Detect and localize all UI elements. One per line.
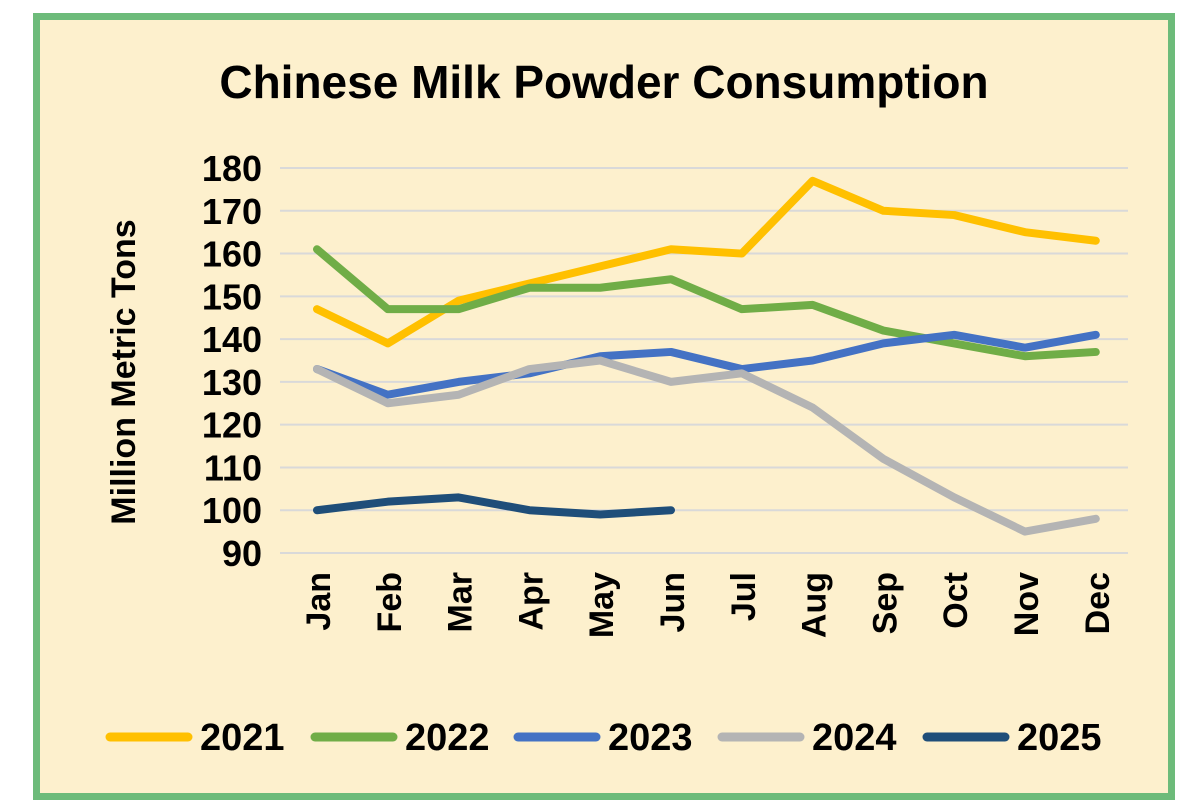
y-tick-label: 120 bbox=[202, 405, 262, 446]
x-tick-label: Feb bbox=[371, 572, 409, 632]
y-tick-label: 150 bbox=[202, 276, 262, 317]
y-tick-label: 100 bbox=[202, 490, 262, 531]
series-line-2023 bbox=[313, 330, 1100, 399]
x-tick-label: Dec bbox=[1079, 572, 1117, 634]
legend-item-2023: 2023 bbox=[513, 717, 693, 759]
legend-label: 2022 bbox=[405, 717, 490, 759]
y-tick-label: 110 bbox=[204, 447, 262, 488]
legend-item-2025: 2025 bbox=[922, 717, 1102, 759]
series-line-2025 bbox=[313, 493, 675, 519]
legend-label: 2024 bbox=[812, 717, 897, 759]
x-tick-label: Oct bbox=[937, 572, 975, 629]
y-tick-label: 170 bbox=[202, 191, 262, 232]
x-tick-label: Nov bbox=[1008, 572, 1046, 636]
x-tick-label: Apr bbox=[512, 572, 550, 631]
x-tick-label: Jun bbox=[654, 572, 692, 632]
x-tick-label: Jan bbox=[300, 572, 338, 631]
series-line-2021 bbox=[313, 176, 1100, 348]
legend-item-2022: 2022 bbox=[310, 717, 490, 759]
y-tick-label: 90 bbox=[222, 533, 262, 574]
x-tick-label: Mar bbox=[442, 572, 480, 632]
chart-title: Chinese Milk Powder Consumption bbox=[219, 56, 988, 108]
legend-label: 2023 bbox=[608, 717, 693, 759]
y-tick-label: 130 bbox=[202, 362, 262, 403]
legend-label: 2025 bbox=[1017, 717, 1102, 759]
x-tick-label: Sep bbox=[866, 572, 904, 634]
y-axis-label: Million Metric Tons bbox=[105, 219, 143, 524]
y-tick-label: 180 bbox=[202, 148, 262, 189]
x-tick-label: May bbox=[583, 572, 621, 638]
series-line-2024 bbox=[313, 356, 1100, 536]
chart-frame bbox=[33, 13, 1175, 800]
y-tick-label: 160 bbox=[202, 234, 262, 275]
y-tick-label: 140 bbox=[202, 319, 262, 360]
legend-item-2024: 2024 bbox=[717, 717, 897, 759]
x-tick-label: Aug bbox=[796, 572, 834, 638]
legend-item-2021: 2021 bbox=[105, 717, 285, 759]
x-tick-label: Jul bbox=[725, 572, 763, 621]
legend-label: 2021 bbox=[200, 717, 285, 759]
series-line-2022 bbox=[313, 245, 1100, 361]
